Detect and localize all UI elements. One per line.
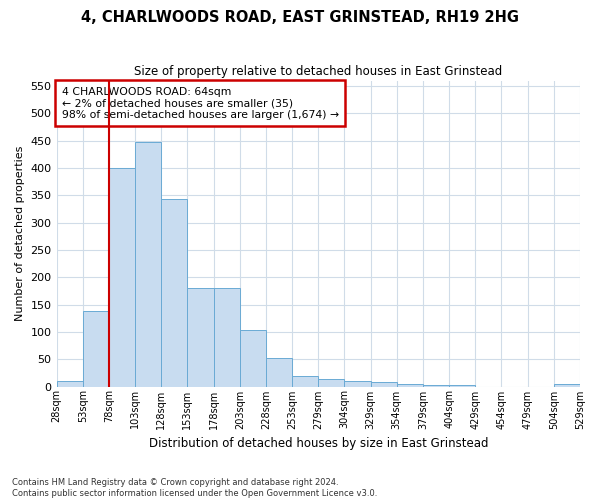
Bar <box>187 288 214 386</box>
Bar <box>554 384 580 386</box>
Bar <box>240 330 266 386</box>
Text: 4, CHARLWOODS ROAD, EAST GRINSTEAD, RH19 2HG: 4, CHARLWOODS ROAD, EAST GRINSTEAD, RH19… <box>81 10 519 25</box>
Title: Size of property relative to detached houses in East Grinstead: Size of property relative to detached ho… <box>134 65 502 78</box>
Bar <box>371 382 397 386</box>
Bar <box>109 168 135 386</box>
Bar <box>161 199 187 386</box>
X-axis label: Distribution of detached houses by size in East Grinstead: Distribution of detached houses by size … <box>149 437 488 450</box>
Bar <box>135 142 161 386</box>
Y-axis label: Number of detached properties: Number of detached properties <box>15 146 25 321</box>
Bar <box>423 385 449 386</box>
Bar <box>292 376 318 386</box>
Text: 4 CHARLWOODS ROAD: 64sqm
← 2% of detached houses are smaller (35)
98% of semi-de: 4 CHARLWOODS ROAD: 64sqm ← 2% of detache… <box>62 86 339 120</box>
Bar <box>397 384 423 386</box>
Bar <box>56 381 83 386</box>
Bar <box>318 380 344 386</box>
Bar <box>214 288 240 386</box>
Text: Contains HM Land Registry data © Crown copyright and database right 2024.
Contai: Contains HM Land Registry data © Crown c… <box>12 478 377 498</box>
Bar <box>83 311 109 386</box>
Bar <box>344 381 371 386</box>
Bar <box>266 358 292 386</box>
